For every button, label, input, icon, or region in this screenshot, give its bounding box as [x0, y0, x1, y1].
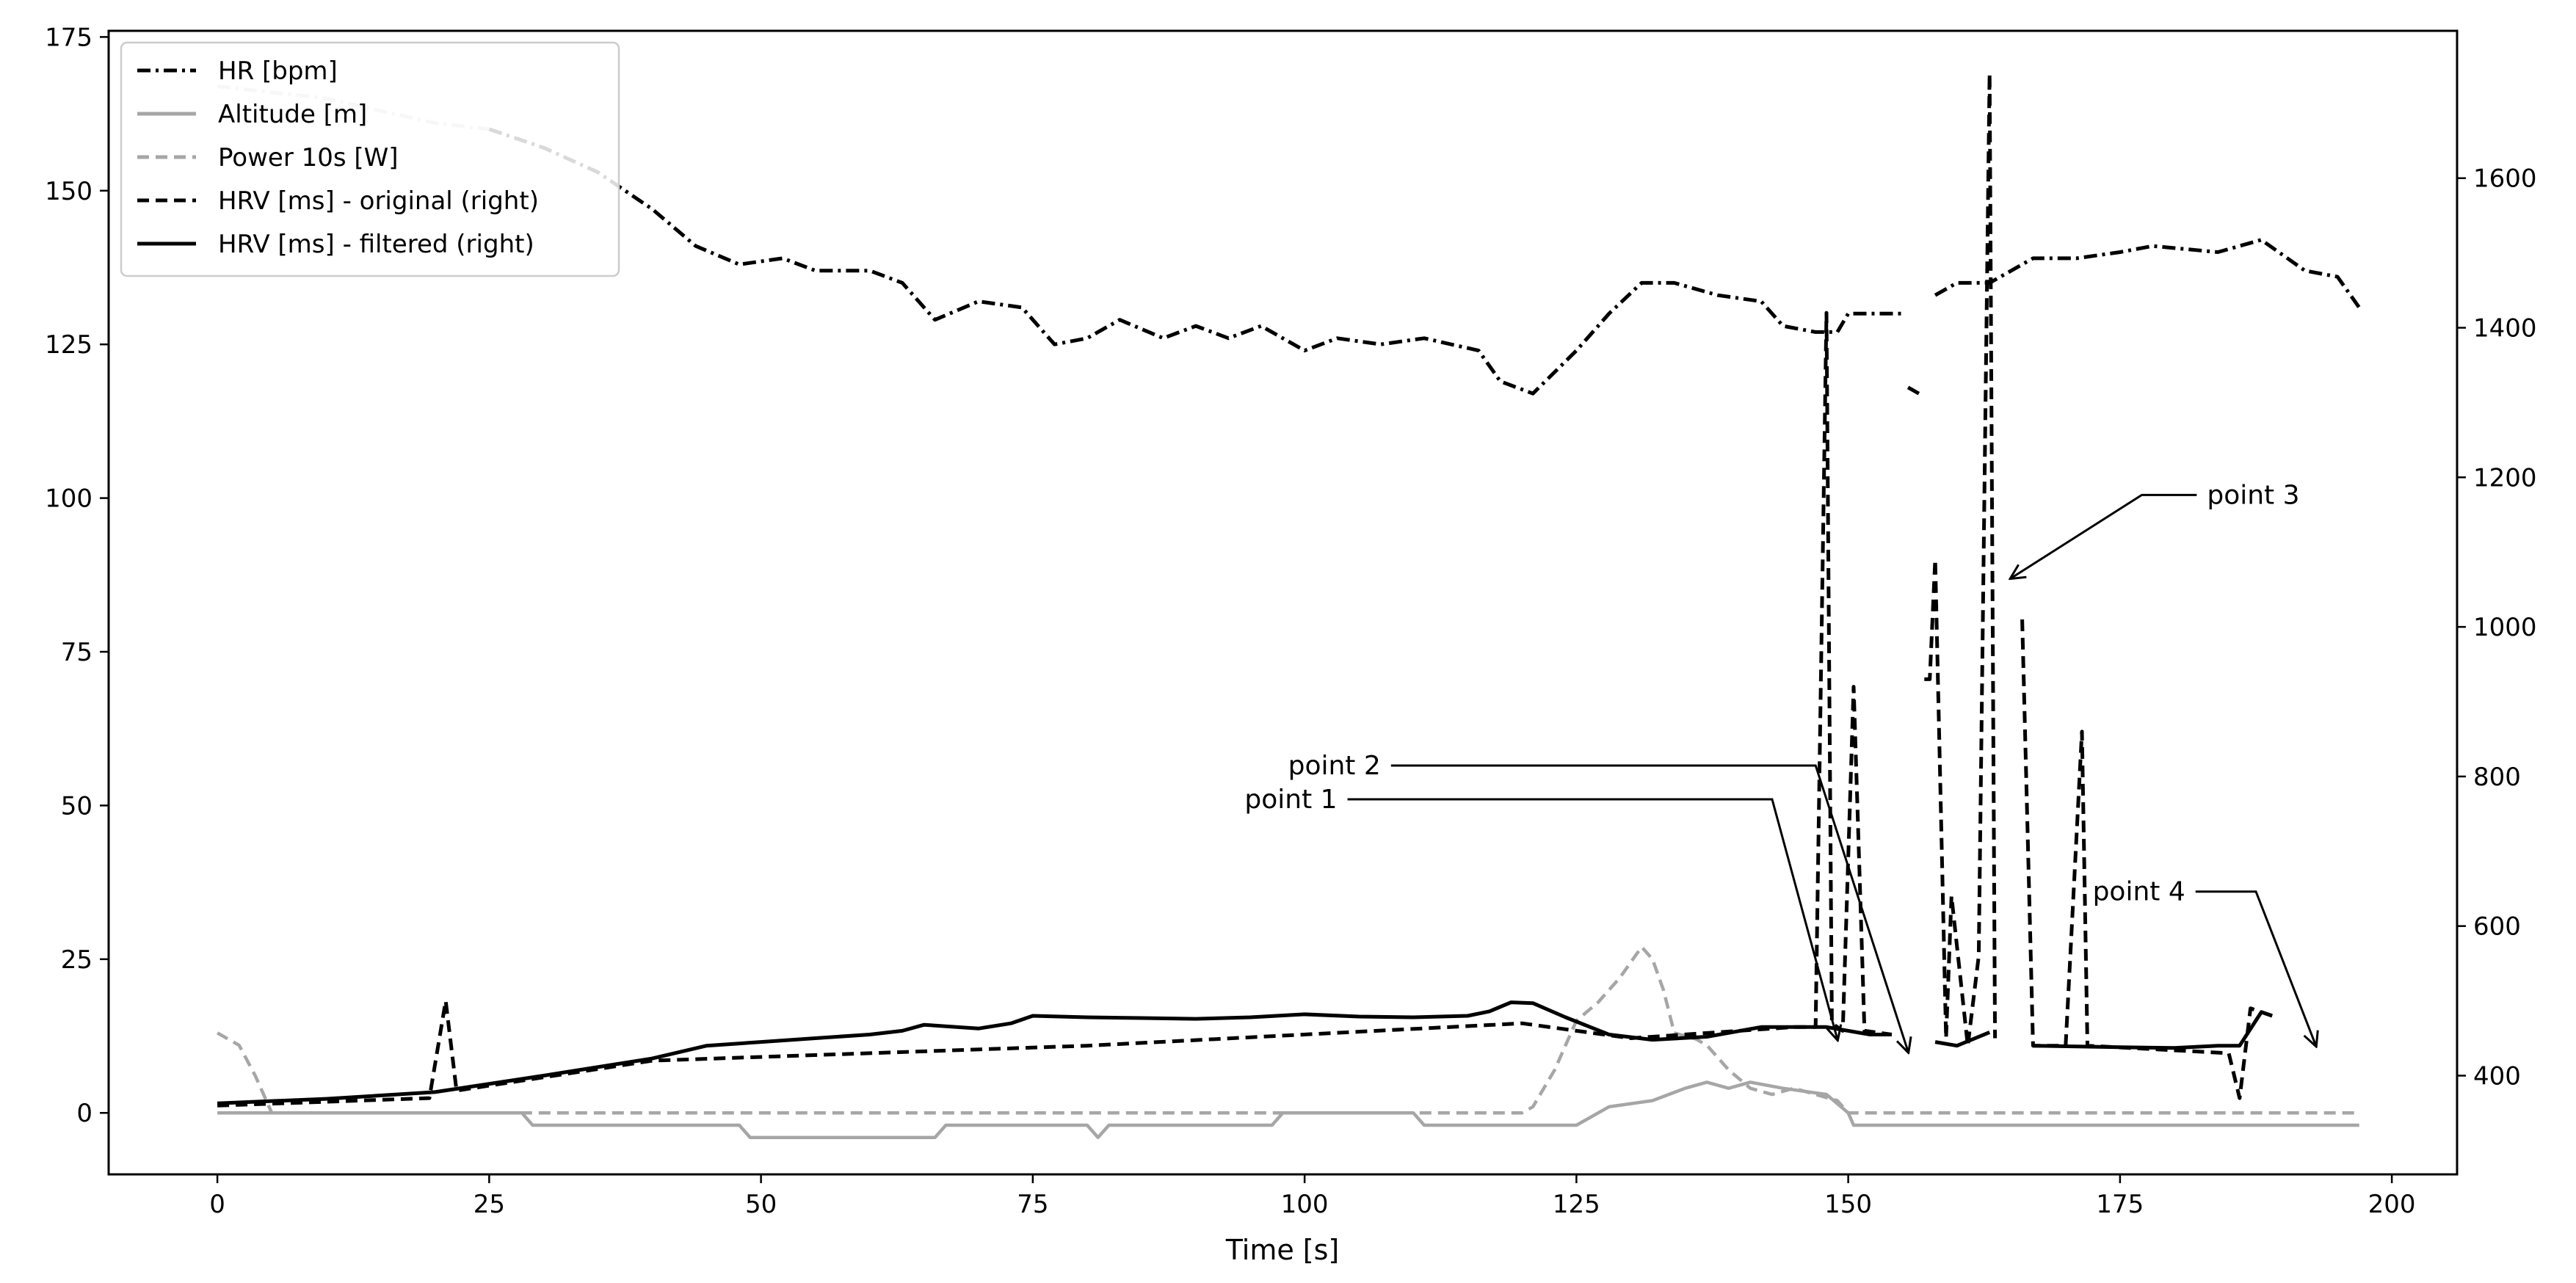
y-tick-label: 175 [45, 23, 92, 52]
annotation-point-2: point 2 [1288, 751, 1908, 1052]
y-right-tick-label: 800 [2473, 763, 2521, 792]
legend-item-altitude-m: Altitude [m] [137, 100, 367, 129]
annotation-label: point 2 [1288, 751, 1381, 781]
annotation-arrow [2011, 493, 2197, 578]
y-right-tick-label: 1200 [2473, 463, 2537, 493]
x-tick-label: 100 [1281, 1190, 1329, 1219]
series-line [1934, 238, 2361, 309]
series-line [217, 310, 1893, 1108]
y-right-tick-label: 400 [2473, 1061, 2521, 1091]
x-tick-label: 75 [1017, 1190, 1048, 1219]
series-line [217, 1080, 2359, 1139]
series-line [2033, 1010, 2274, 1050]
axis-layer: 0 25 50 75 100 125 150 175 200 0 25 50 75 100 125 150 17… [45, 23, 2536, 1219]
plot-frame [107, 29, 2459, 1176]
y-right-tick-label: 1000 [2473, 613, 2537, 642]
y-right-tick-label: 1400 [2473, 314, 2537, 344]
y-right-tick-label: 1600 [2473, 164, 2537, 194]
legend-label: HRV [ms] - original (right) [218, 186, 539, 216]
y-tick-label: 125 [45, 330, 92, 360]
x-tick-label: 125 [1553, 1190, 1600, 1219]
y-tick-label: 75 [61, 638, 92, 667]
annotation-arrow [1390, 764, 1908, 1052]
annotation-arrow [1347, 798, 1837, 1039]
y-right-tick-label: 600 [2473, 912, 2521, 942]
x-tick-label: 25 [474, 1190, 505, 1219]
annotation-point-3: point 3 [2011, 480, 2300, 578]
legend-item-hr-bpm: HR [bpm] [137, 57, 338, 86]
x-tick-label: 150 [1824, 1190, 1872, 1219]
annotation-point-4: point 4 [2093, 877, 2316, 1045]
x-tick-label: 200 [2368, 1190, 2416, 1219]
y-tick-label: 0 [76, 1099, 92, 1128]
annotation-arrow [2195, 890, 2316, 1045]
series-hrv-ms-filtered-right [217, 1000, 2274, 1105]
legend-item-power-10s-w: Power 10s [W] [137, 143, 399, 172]
y-tick-label: 100 [45, 484, 92, 514]
series-line [1906, 385, 1920, 396]
series-altitude-m [217, 1080, 2359, 1139]
annotation-layer: point 1 point 2 point 3 point 4 [1244, 480, 2315, 1051]
series-line [488, 127, 1903, 396]
series-line [1924, 71, 1998, 1048]
annotation-label: point 3 [2207, 480, 2299, 510]
legend-box [120, 41, 620, 277]
x-tick-label: 50 [745, 1190, 777, 1219]
legend-label: HR [bpm] [218, 57, 338, 86]
legend-label: HRV [ms] - filtered (right) [218, 230, 534, 259]
legend-label: Altitude [m] [218, 100, 367, 129]
y-tick-label: 25 [61, 945, 92, 975]
legend: HR [bpm] Altitude [m] Power 10s [W] HRV [ms… [120, 41, 620, 277]
annotation-label: point 1 [1244, 785, 1337, 815]
x-tick-label: 0 [209, 1190, 225, 1219]
series-line [217, 1000, 1892, 1105]
legend-item-hrv-ms-filtered-right: HRV [ms] - filtered (right) [137, 230, 534, 259]
annotation-label: point 4 [2093, 877, 2185, 907]
series-line [216, 945, 2359, 1115]
legend-label: Power 10s [W] [218, 143, 399, 172]
series-layer [216, 71, 2361, 1139]
x-axis-label: Time [s] [1225, 1234, 1340, 1266]
series-power-10s-w [216, 945, 2359, 1115]
y-tick-label: 150 [45, 177, 92, 206]
legend-item-hrv-ms-original-right: HRV [ms] - original (right) [137, 186, 539, 216]
series-line [1934, 1031, 1991, 1048]
x-tick-label: 175 [2096, 1190, 2144, 1219]
annotation-point-1: point 1 [1244, 785, 1837, 1039]
y-tick-label: 50 [61, 791, 92, 821]
